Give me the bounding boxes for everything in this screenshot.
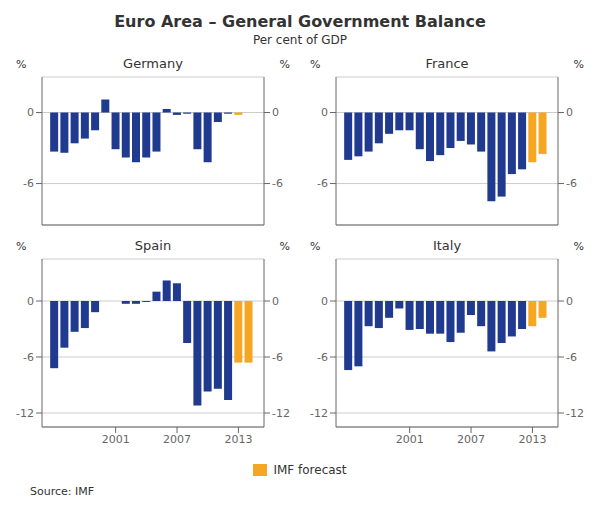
svg-text:-6: -6 bbox=[272, 177, 283, 190]
svg-text:-12: -12 bbox=[310, 407, 328, 420]
html-text:Source: IMF: Source: IMF bbox=[30, 485, 94, 498]
svg-text:2007: 2007 bbox=[457, 433, 485, 446]
svg-text:-6: -6 bbox=[566, 177, 577, 190]
svg-text:2013: 2013 bbox=[224, 433, 252, 446]
html-text:Italy: Italy bbox=[432, 238, 462, 253]
svg-text:0: 0 bbox=[321, 106, 328, 119]
svg-text:-6: -6 bbox=[23, 351, 34, 364]
svg-text:0: 0 bbox=[321, 295, 328, 308]
svg-text:0: 0 bbox=[27, 106, 34, 119]
svg-text:-12: -12 bbox=[272, 407, 290, 420]
svg-text:0: 0 bbox=[272, 295, 279, 308]
svg-text:-6: -6 bbox=[317, 351, 328, 364]
html-text:IMF forecast: IMF forecast bbox=[273, 463, 347, 477]
svg-text:-6: -6 bbox=[317, 177, 328, 190]
svg-text:-6: -6 bbox=[272, 351, 283, 364]
html-text:Spain: Spain bbox=[134, 238, 172, 253]
svg-text:2013: 2013 bbox=[518, 433, 546, 446]
svg-text:2007: 2007 bbox=[163, 433, 191, 446]
svg-text:2001: 2001 bbox=[102, 433, 130, 446]
svg-text:-6: -6 bbox=[23, 177, 34, 190]
svg-text:2001: 2001 bbox=[396, 433, 424, 446]
svg-text:0: 0 bbox=[566, 106, 573, 119]
svg-text:0: 0 bbox=[27, 295, 34, 308]
html-text:France: France bbox=[425, 56, 469, 71]
svg-text:-12: -12 bbox=[566, 407, 584, 420]
svg-text:-6: -6 bbox=[566, 351, 577, 364]
html-text:Per cent of GDP: Per cent of GDP bbox=[252, 33, 348, 47]
svg-text:0: 0 bbox=[566, 295, 573, 308]
html-text:Euro Area – General Government: Euro Area – General Government Balance bbox=[114, 12, 486, 31]
svg-text:0: 0 bbox=[272, 106, 279, 119]
html-text:Germany: Germany bbox=[123, 56, 183, 71]
svg-text:-12: -12 bbox=[16, 407, 34, 420]
